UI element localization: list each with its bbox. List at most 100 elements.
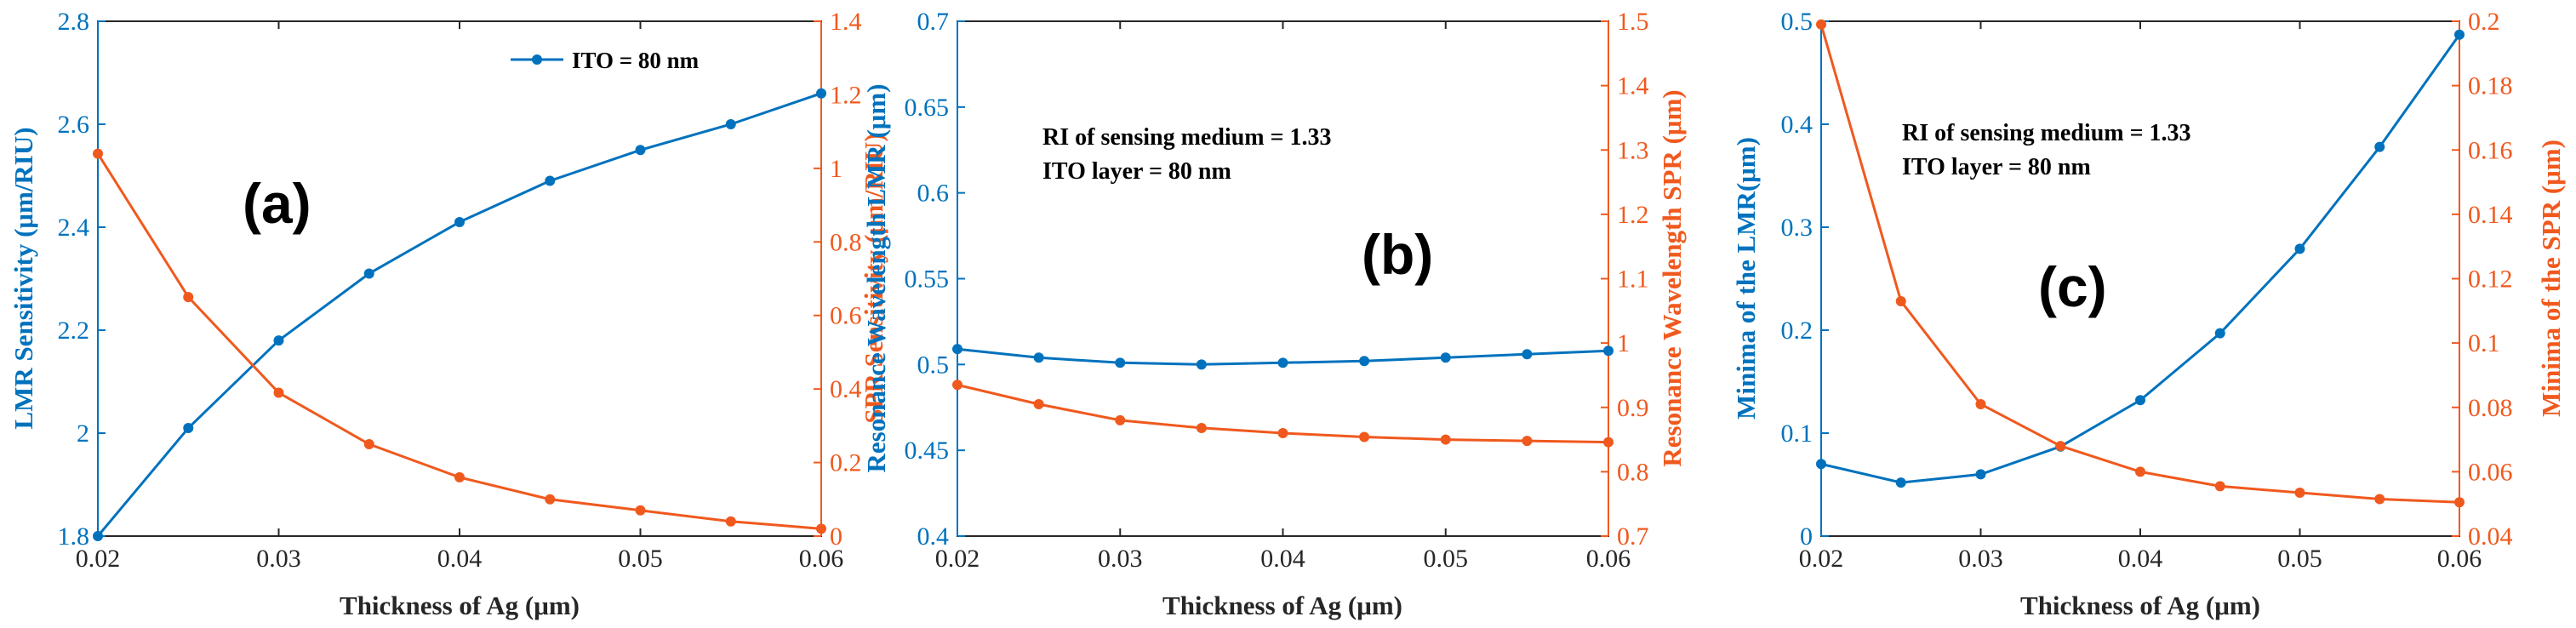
plot-frame	[957, 20, 1609, 537]
annotation-ito: ITO layer = 80 nm	[1902, 154, 2091, 180]
x-tick-label: 0.03	[256, 545, 301, 573]
data-point-lmr	[2135, 395, 2145, 406]
y-left-tick-label: 0	[1800, 522, 1813, 551]
data-point-spr	[1895, 295, 1906, 306]
y-left-ticks: 0.4 0.45 0.5 0.55 0.6 0.65 0.7	[905, 8, 965, 551]
data-point-lmr	[816, 88, 826, 99]
data-point-spr	[2135, 466, 2145, 477]
y-right-axis-label: SPR Sensitivity (μm/RIU)	[859, 133, 888, 423]
y-right-tick-label: 1.2	[1617, 201, 1649, 229]
y-left-tick-label: 2.6	[58, 111, 90, 139]
data-point-lmr	[1033, 352, 1044, 363]
data-point-spr	[1196, 422, 1207, 433]
data-point-spr	[183, 292, 194, 303]
annotation-ito: ITO layer = 80 nm	[1042, 158, 1231, 185]
data-point-lmr	[1975, 469, 1986, 480]
x-tick-label: 0.02	[1799, 545, 1844, 573]
annotation-ri: RI of sensing medium = 1.33	[1042, 124, 1332, 151]
y-right-tick-label: 1.4	[1617, 72, 1649, 100]
data-point-lmr	[2374, 141, 2385, 152]
y-right-tick-label: 0.1	[2468, 329, 2500, 357]
x-tick-label: 0.05	[618, 545, 663, 573]
y-left-axis-label: LMR Sensitivity (μm/RIU)	[9, 127, 38, 429]
data-point-lmr	[273, 335, 284, 346]
y-right-ticks: 0.04 0.06 0.08 0.1 0.12 0.14 0.16 0.18 0.2	[2452, 8, 2513, 551]
data-point-lmr	[2294, 243, 2305, 254]
legend: ITO = 80 nm	[511, 48, 700, 73]
legend-label: ITO = 80 nm	[572, 48, 700, 73]
data-point-lmr	[725, 119, 736, 129]
y-right-tick-label: 0.18	[2468, 72, 2513, 100]
plot-frame	[97, 20, 822, 537]
y-right-tick-label: 0.06	[2468, 458, 2513, 486]
x-axis-label: Thickness of Ag (μm)	[2020, 591, 2260, 620]
y-right-tick-label: 1.1	[1617, 265, 1649, 294]
data-point-lmr	[363, 268, 374, 279]
y-left-ticks: 1.8 2 2.2 2.4 2.6 2.8	[58, 8, 106, 551]
data-point-spr	[816, 523, 826, 534]
series-layer	[1816, 19, 2465, 508]
y-right-tick-label: 1.3	[1617, 136, 1649, 164]
y-left-axis-label: Resonance Wavelength LMR (μm)	[861, 84, 891, 473]
data-point-lmr	[1359, 356, 1370, 367]
annotation-ri: RI of sensing medium = 1.33	[1902, 120, 2191, 146]
x-axis-label: Thickness of Ag (μm)	[1162, 591, 1402, 620]
x-tick-label: 0.02	[76, 545, 121, 573]
data-point-spr	[454, 471, 465, 482]
data-point-spr	[1816, 19, 1826, 30]
y-left-tick-label: 0.6	[917, 180, 950, 208]
panel-a: 0.02 0.03 0.04 0.05 0.06 1.822.22.42.62.8 00…	[9, 8, 888, 620]
x-tick-label: 0.04	[1260, 545, 1305, 573]
data-point-lmr	[93, 531, 103, 541]
y-right-tick-label: 0.12	[2468, 265, 2513, 294]
data-point-spr	[952, 380, 962, 391]
x-tick-label: 0.06	[1586, 545, 1631, 573]
y-left-tick-label: 2.2	[58, 317, 90, 345]
y-right-tick-label: 0.14	[2468, 201, 2513, 229]
x-tick-label: 0.05	[2277, 545, 2322, 573]
plot-frame	[1820, 20, 2460, 537]
data-point-spr	[545, 494, 556, 505]
y-right-tick-label: 1.4	[830, 8, 862, 36]
data-point-spr	[1359, 431, 1370, 442]
y-left-ticks: 0 0.1 0.2 0.3 0.4 0.5	[1781, 8, 1829, 551]
x-tick-label: 0.03	[1098, 545, 1143, 573]
y-left-tick-label: 0.3	[1781, 214, 1813, 242]
y-right-tick-label: 0.2	[830, 449, 862, 477]
data-point-spr	[2454, 497, 2465, 508]
data-point-spr	[93, 148, 103, 159]
data-point-lmr	[1115, 357, 1126, 368]
y-left-tick-label: 0.55	[905, 265, 950, 294]
x-tick-label: 0.02	[935, 545, 980, 573]
y-right-ticks: 0.7 0.8 0.9 1 1.1 1.2 1.3 1.4 1.5	[1601, 8, 1649, 551]
y-left-tick-label: 0.7	[917, 8, 950, 36]
x-tick-label: 0.06	[799, 545, 844, 573]
legend-marker	[532, 54, 542, 65]
y-left-tick-label: 2.4	[58, 214, 90, 242]
data-point-lmr	[1603, 345, 1614, 357]
x-tick-label: 0.03	[1958, 545, 2003, 573]
data-point-spr	[2294, 487, 2305, 498]
panel-c: 0.02 0.03 0.04 0.05 0.06 0 0.1 0.2 0.3 0.4 0.5 0.…	[1731, 8, 2566, 620]
data-point-spr	[2374, 494, 2385, 505]
y-right-axis-label: Minima of the SPR (μm)	[2536, 140, 2566, 417]
y-right-tick-label: 0.8	[830, 228, 862, 256]
y-right-tick-label: 0	[830, 522, 842, 551]
data-point-lmr	[952, 344, 962, 355]
data-point-lmr	[1895, 477, 1906, 488]
y-left-tick-label: 2	[77, 420, 89, 448]
x-ticks: 0.02 0.03 0.04 0.05 0.06	[76, 21, 844, 573]
data-point-lmr	[1277, 357, 1288, 368]
data-point-lmr	[635, 145, 646, 156]
data-point-lmr	[1440, 352, 1451, 363]
data-point-spr	[2214, 481, 2225, 492]
x-tick-label: 0.05	[1424, 545, 1469, 573]
data-point-spr	[273, 387, 284, 398]
data-point-lmr	[1816, 459, 1826, 470]
panel-label-a: (a)	[243, 172, 311, 235]
data-point-lmr	[1522, 349, 1533, 360]
data-point-lmr	[183, 422, 194, 433]
panel-b: 0.02 0.03 0.04 0.05 0.06 0.40.450.50.550.60.…	[861, 8, 1687, 620]
y-right-tick-label: 0.2	[2468, 8, 2500, 36]
